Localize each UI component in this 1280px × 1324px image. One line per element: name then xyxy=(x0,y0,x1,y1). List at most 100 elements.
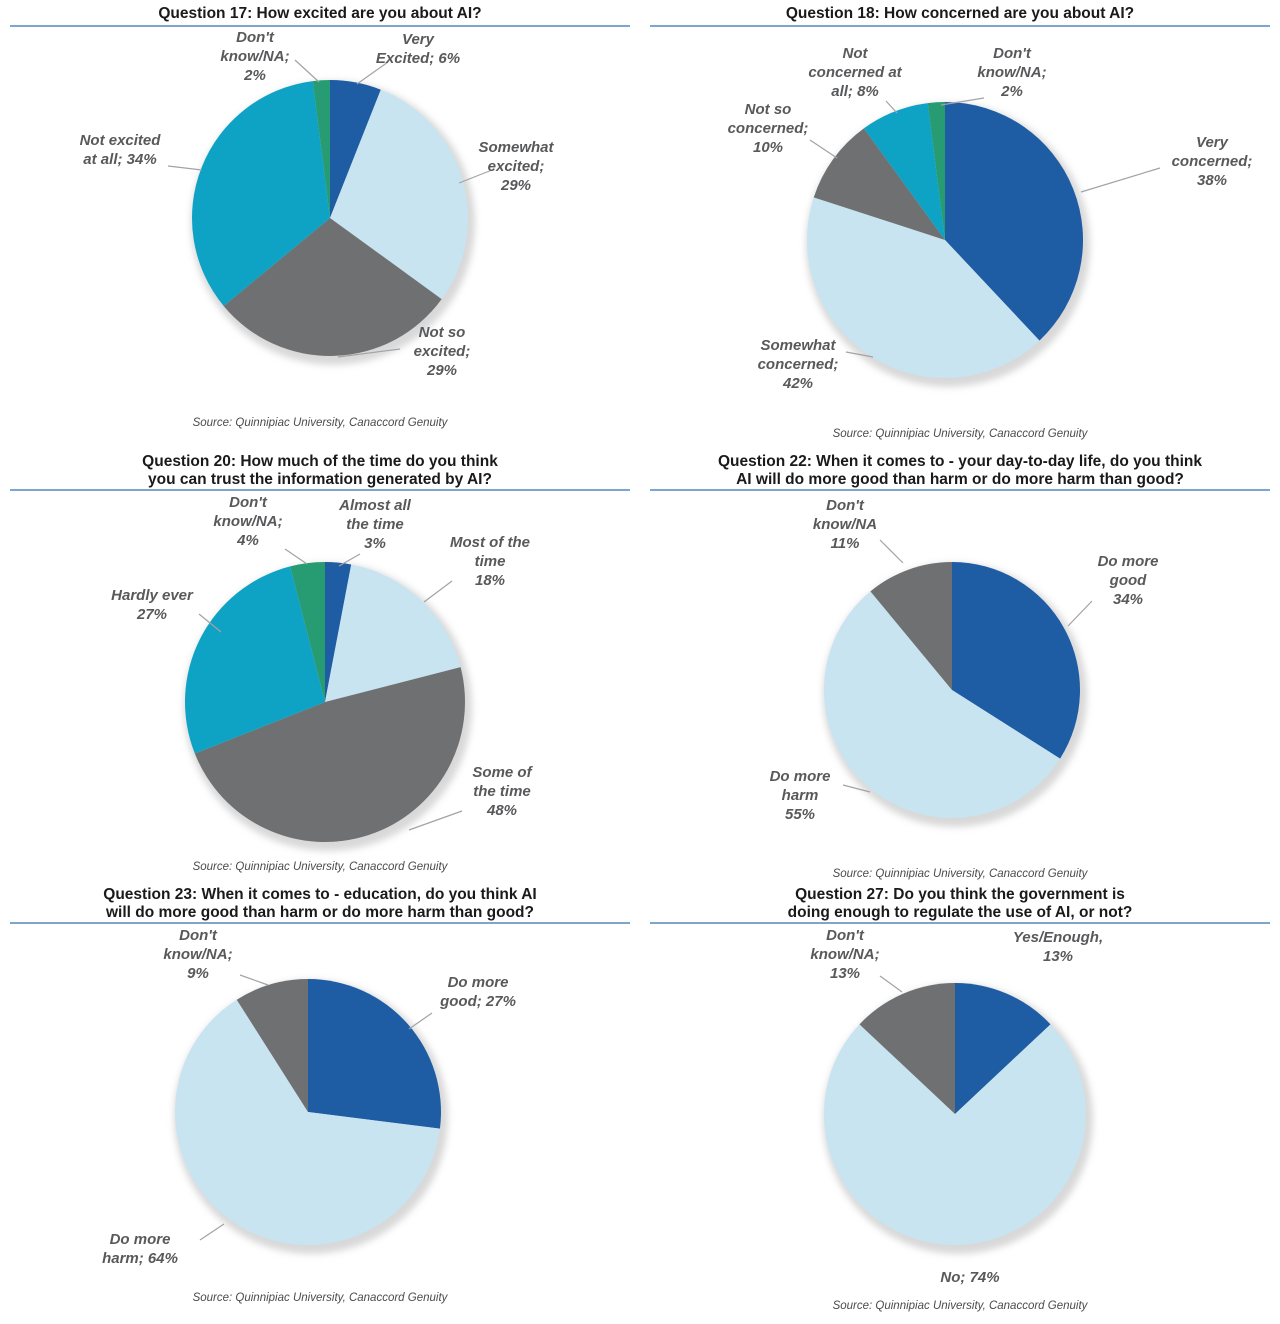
label-leader-line xyxy=(338,553,361,567)
source-note: Source: Quinnipiac University, Canaccord… xyxy=(832,1300,1088,1312)
pie-slice-do-more-good xyxy=(952,562,1080,759)
slice-label-line: Almost all xyxy=(339,497,411,514)
label-leader-line xyxy=(845,351,874,358)
label-leader-line xyxy=(199,1223,225,1241)
slice-label-not-concerned-at-all: Not concerned at all; 8% xyxy=(808,44,901,101)
slice-label-line: 11% xyxy=(830,535,860,552)
pie-slice-not-so-excited xyxy=(223,218,442,356)
pie-slice-somewhat-concerned xyxy=(806,197,1040,379)
slice-label-some-of-the-time: Some of the time 48% xyxy=(472,763,531,820)
label-leader-line xyxy=(458,169,493,184)
chart-panel-q17: Question 17: How excited are you about A… xyxy=(0,0,640,440)
chart-panel-q22: Question 22: When it comes to - your day… xyxy=(640,440,1280,880)
slice-label-very-excited: Very Excited; 6% xyxy=(376,30,460,68)
pie-plot-q22 xyxy=(823,539,1093,827)
slice-label-line: 38% xyxy=(1196,172,1228,189)
pie-slice-not-concerned-at-all xyxy=(863,103,945,240)
slice-label-line: Don't xyxy=(826,927,864,944)
slice-label-line: know/NA; xyxy=(163,946,233,963)
label-leader-line xyxy=(423,580,453,603)
pie-slice-don-t-know-na xyxy=(312,80,330,218)
chart-title-line: Question 20: How much of the time do you… xyxy=(142,453,498,470)
slice-label-line: 13% xyxy=(1042,948,1074,965)
slice-label-line: Some of xyxy=(472,764,532,781)
pie-slice-don-t-know-na xyxy=(927,102,945,240)
pie-slice-do-more-good xyxy=(308,979,441,1129)
slice-label-line: all; 8% xyxy=(831,83,879,100)
label-leader-line xyxy=(294,59,320,83)
chart-title-line: Question 18: How concerned are you about… xyxy=(785,5,1135,22)
slice-label-line: Do more xyxy=(769,768,831,785)
label-leader-line xyxy=(842,784,871,793)
slice-label-line: 18% xyxy=(474,572,506,589)
slice-label-not-so-concerned: Not so concerned; 10% xyxy=(728,100,809,157)
source-note: Source: Quinnipiac University, Canaccord… xyxy=(832,428,1088,440)
slice-label-line: know/NA; xyxy=(977,64,1047,81)
pie-slice-some-of-the-time xyxy=(194,667,466,843)
pie-slice-don-t-know-na xyxy=(859,983,955,1114)
pie-slice-don-t-know-na xyxy=(290,562,325,702)
slice-label-line: concerned; xyxy=(727,120,809,137)
slice-label-line: 27% xyxy=(136,606,168,623)
chart-title-line: Question 23: When it comes to - educatio… xyxy=(103,886,537,903)
pie-slice-don-t-know-na xyxy=(870,562,952,690)
slice-label-line: Very xyxy=(1196,134,1228,151)
pie-plot-q18 xyxy=(806,97,1161,387)
label-leader-line xyxy=(239,974,269,986)
pie-slice-do-more-harm xyxy=(174,999,440,1245)
slice-label-very-concerned: Very concerned; 38% xyxy=(1172,133,1253,190)
slice-label-line: 55% xyxy=(784,806,816,823)
slice-label-somewhat-excited: Somewhat excited; 29% xyxy=(478,138,553,195)
label-leader-line xyxy=(809,139,838,159)
slice-label-line: Not xyxy=(842,45,868,62)
pie-plot-q20 xyxy=(184,548,472,851)
slice-label-line: Don't xyxy=(179,927,217,944)
label-leader-line xyxy=(337,348,401,358)
pie-slice-very-concerned xyxy=(945,101,1084,341)
slice-label-don-t-know-na: Don't know/NA; 13% xyxy=(810,926,879,983)
slice-label-line: the time xyxy=(473,783,531,800)
slice-label-line: excited; xyxy=(487,158,545,175)
slice-label-do-more-harm: Do more harm 55% xyxy=(770,767,831,824)
slice-label-no: No; 74% xyxy=(940,1268,999,1287)
slice-label-line: good xyxy=(1109,572,1147,589)
slice-label-most-of-the-time: Most of the time 18% xyxy=(450,533,530,590)
label-leader-line xyxy=(940,97,985,106)
slice-label-line: Most of the xyxy=(450,534,530,551)
slice-label-line: 42% xyxy=(782,375,814,392)
slice-label-line: 4% xyxy=(237,532,259,549)
slice-label-line: Don't xyxy=(993,45,1031,62)
slice-label-line: No; 74% xyxy=(940,1269,1000,1286)
pie-plot-q23 xyxy=(174,974,448,1254)
label-leader-line xyxy=(284,548,308,565)
slice-label-line: know/NA xyxy=(812,516,878,533)
slice-label-yes-enough: Yes/Enough, 13% xyxy=(1013,928,1103,966)
pie-slice-almost-all-the-time xyxy=(325,562,352,702)
slice-label-line: 13% xyxy=(829,965,861,982)
source-note: Source: Quinnipiac University, Canaccord… xyxy=(192,861,448,873)
slice-label-line: 2% xyxy=(1001,83,1023,100)
slice-label-line: 29% xyxy=(426,362,458,379)
slice-label-line: 9% xyxy=(187,965,209,982)
slice-label-line: 3% xyxy=(364,535,386,552)
slice-label-don-t-know-na: Don't know/NA 11% xyxy=(813,496,877,553)
chart-panel-q23: Question 23: When it comes to - educatio… xyxy=(0,880,640,1324)
slice-label-line: 10% xyxy=(752,139,784,156)
source-note: Source: Quinnipiac University, Canaccord… xyxy=(192,1292,448,1304)
chart-panel-q18: Question 18: How concerned are you about… xyxy=(640,0,1280,440)
slice-label-line: 48% xyxy=(486,802,518,819)
slice-label-line: 34% xyxy=(1112,591,1144,608)
slice-label-line: concerned; xyxy=(757,356,839,373)
slice-label-line: Hardly ever xyxy=(111,587,193,604)
slice-label-line: 2% xyxy=(244,67,266,84)
slice-label-line: Do more xyxy=(447,974,509,991)
slice-label-line: Do more xyxy=(109,1231,171,1248)
chart-title-line: doing enough to regulate the use of AI, … xyxy=(787,904,1133,921)
pie-slice-not-so-concerned xyxy=(813,128,945,240)
slice-label-line: harm xyxy=(781,787,819,804)
slice-label-line: the time xyxy=(346,516,404,533)
chart-title-q20: Question 20: How much of the time do you… xyxy=(10,440,630,491)
slice-label-line: good; 27% xyxy=(440,993,516,1010)
source-note: Source: Quinnipiac University, Canaccord… xyxy=(192,417,448,429)
